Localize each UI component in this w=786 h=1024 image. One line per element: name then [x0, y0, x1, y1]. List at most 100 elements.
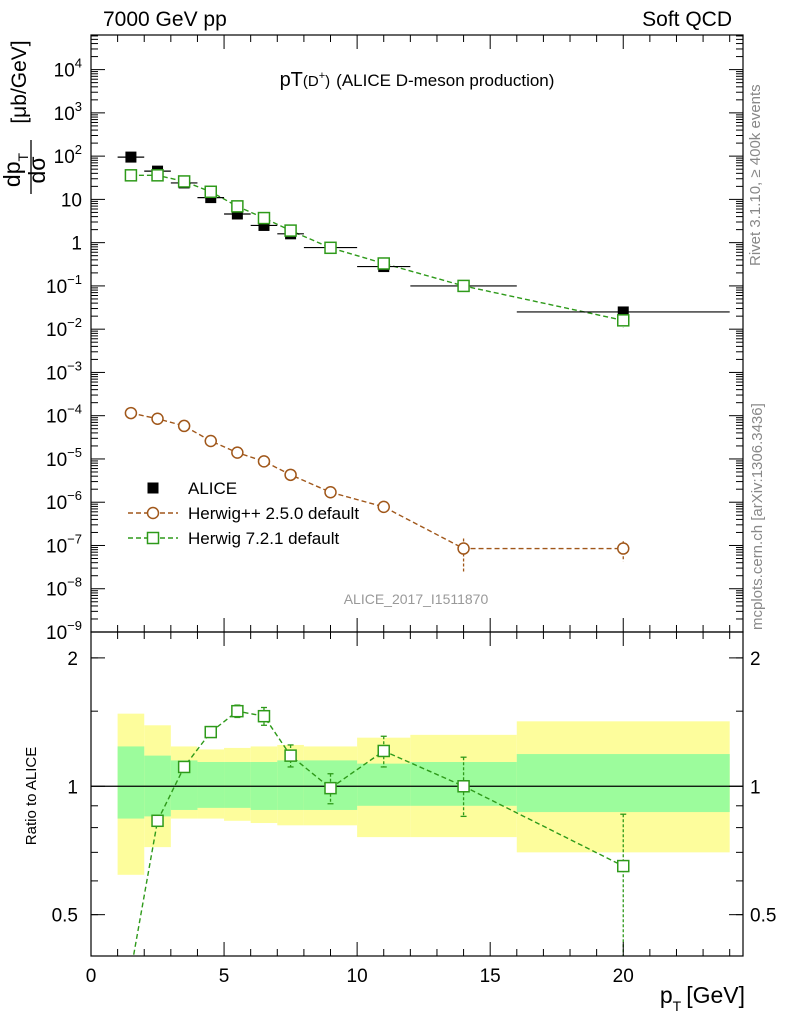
main-ytick-label: 10−9 — [46, 618, 82, 644]
main-point-1-1 — [151, 412, 164, 425]
ratio-point-0-5 — [257, 709, 271, 723]
ratio-point-0-4 — [231, 704, 244, 718]
ylabel-numerator: dσ — [24, 157, 50, 184]
ratio-panel-frame — [90, 631, 744, 957]
rivet-side-label: Rivet 3.1.10, ≥ 400k events — [747, 84, 764, 266]
ratio-xtick-label: 0 — [86, 966, 97, 987]
legend-marker-2 — [146, 531, 160, 545]
ratio-band-inner-10 — [516, 754, 730, 813]
xlabel-unit: [GeV] — [686, 982, 745, 1008]
legend-label-2: Herwig 7.2.1 default — [188, 529, 339, 548]
ratio-ytick-label-left: 1 — [67, 777, 78, 798]
main-point-2-8 — [377, 257, 390, 270]
main-ytick-label: 104 — [54, 56, 82, 82]
main-point-1-2 — [177, 419, 191, 433]
main-point-1-8 — [377, 500, 390, 514]
main-ytick-label: 10−3 — [46, 358, 82, 384]
main-ytick-label: 10 — [61, 190, 82, 211]
main-point-2-7 — [324, 241, 337, 255]
ratio-series-markers — [151, 704, 630, 956]
main-point-2-5 — [257, 211, 271, 225]
header-right-label: Soft QCD — [642, 8, 732, 31]
ratio-point-0-8 — [377, 744, 390, 758]
main-point-1-7 — [324, 485, 337, 499]
x-axis-label: pT [GeV] — [660, 982, 745, 1014]
main-ytick-label: 10−7 — [46, 531, 82, 557]
main-point-2-3 — [204, 185, 218, 199]
ratio-ytick-label-left: 0.5 — [52, 906, 78, 927]
main-point-2-6 — [284, 224, 297, 237]
legend-label-0: ALICE — [188, 479, 237, 498]
main-ytick-label: 10−1 — [46, 272, 82, 298]
ratio-point-0-1 — [151, 814, 164, 828]
header-left-label: 7000 GeV pp — [103, 8, 227, 31]
main-series-lines — [130, 174, 624, 550]
title-sup: + — [319, 70, 325, 82]
ratio-point-0-7 — [324, 781, 337, 795]
main-point-1-3 — [204, 434, 218, 448]
main-series-markers — [117, 151, 730, 572]
ratio-ytick-label-right: 0.5 — [750, 906, 776, 927]
ratio-point-0-2 — [177, 760, 191, 774]
main-point-0-0 — [125, 151, 137, 163]
ylabel-sub: T — [15, 152, 31, 161]
ratio-y-axis-label: Ratio to ALICE — [23, 747, 40, 845]
ylabel-unit: [μb/GeV] — [8, 40, 31, 123]
main-point-0-5 — [258, 219, 270, 231]
main-ytick-label: 10−8 — [46, 575, 82, 601]
main-point-1-6 — [284, 468, 297, 482]
ratio-point-0-3 — [204, 725, 218, 739]
ratio-band-inner-0 — [117, 746, 145, 819]
main-ytick-label: 10−2 — [46, 315, 82, 341]
main-line-2 — [130, 174, 624, 322]
title-pt: pT — [280, 69, 303, 91]
main-y-axis-label: dσ dpT [μb/GeV] — [0, 40, 50, 194]
chart-title: pT(D+) (ALICE D-meson production) — [280, 69, 555, 91]
main-point-1-10 — [616, 542, 630, 555]
legend-marker-0 — [147, 482, 159, 494]
title-rest: (ALICE D-meson production) — [336, 71, 554, 90]
main-point-1-9 — [457, 542, 470, 555]
main-point-2-9 — [457, 279, 470, 293]
ratio-band-inner-6 — [277, 760, 304, 810]
main-point-2-0 — [124, 169, 138, 182]
ratio-xtick-label: 20 — [613, 966, 634, 987]
xlabel-p: p — [660, 982, 673, 1008]
main-ytick-label: 1 — [71, 234, 82, 255]
main-point-1-0 — [124, 406, 138, 420]
ratio-ytick-label-right: 2 — [750, 649, 761, 670]
main-ytick-label: 103 — [54, 99, 82, 125]
ratio-point-0-9 — [457, 780, 470, 793]
ratio-point-0-6 — [284, 749, 297, 762]
ratio-ytick-label-right: 1 — [750, 777, 761, 798]
main-ytick-label: 102 — [54, 142, 82, 168]
axes-ticks: 10410310210110−110−210−310−410−510−610−7… — [46, 35, 776, 987]
mcplots-side-label: mcplots.cern.ch [arXiv:1306.3436] — [749, 403, 766, 630]
ratio-band-inner-4 — [224, 762, 251, 808]
title-close: ) — [325, 73, 330, 90]
title-open: (D — [303, 73, 319, 90]
legend-label-1: Herwig++ 2.5.0 default — [188, 504, 359, 523]
ratio-band-inner-8 — [357, 763, 411, 806]
ratio-band-inner-3 — [197, 762, 225, 808]
xlabel-sub: T — [673, 998, 682, 1014]
ratio-xtick-label: 15 — [480, 966, 501, 987]
ratio-uncertainty-bands — [117, 713, 730, 875]
legend-marker-1 — [146, 506, 160, 520]
ratio-xtick-label: 10 — [347, 966, 368, 987]
ratio-ytick-label-left: 2 — [67, 649, 78, 670]
main-ytick-label: 10−5 — [46, 445, 82, 471]
main-ytick-label: 10−4 — [46, 402, 82, 428]
main-point-0-4 — [231, 208, 243, 220]
main-point-2-1 — [151, 169, 164, 182]
main-point-2-2 — [177, 175, 191, 188]
ylabel-denominator: dpT — [0, 152, 31, 187]
main-point-1-4 — [231, 446, 244, 459]
legend: ALICE Herwig++ 2.5.0 default Herwig 7.2.1 … — [128, 479, 359, 548]
ratio-xtick-label: 5 — [219, 966, 230, 987]
analysis-tag: ALICE_2017_I1511870 — [344, 591, 489, 607]
main-point-1-5 — [257, 455, 271, 468]
ylabel-dp: dp — [0, 161, 25, 187]
main-point-0-10 — [617, 306, 629, 318]
